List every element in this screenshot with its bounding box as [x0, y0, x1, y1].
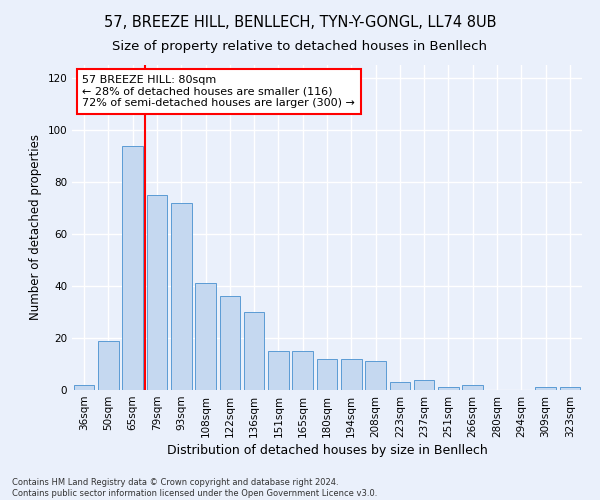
Bar	[268, 351, 289, 390]
X-axis label: Distribution of detached houses by size in Benllech: Distribution of detached houses by size …	[167, 444, 487, 457]
Bar	[146, 195, 167, 390]
Text: 57 BREEZE HILL: 80sqm
← 28% of detached houses are smaller (116)
72% of semi-det: 57 BREEZE HILL: 80sqm ← 28% of detached …	[82, 74, 355, 108]
Text: Contains HM Land Registry data © Crown copyright and database right 2024.
Contai: Contains HM Land Registry data © Crown c…	[12, 478, 377, 498]
Bar	[317, 359, 337, 390]
Bar	[414, 380, 434, 390]
Bar	[463, 385, 483, 390]
Bar	[195, 284, 216, 390]
Bar	[389, 382, 410, 390]
Text: Size of property relative to detached houses in Benllech: Size of property relative to detached ho…	[113, 40, 487, 53]
Text: 57, BREEZE HILL, BENLLECH, TYN-Y-GONGL, LL74 8UB: 57, BREEZE HILL, BENLLECH, TYN-Y-GONGL, …	[104, 15, 496, 30]
Bar	[74, 385, 94, 390]
Bar	[341, 359, 362, 390]
Bar	[122, 146, 143, 390]
Bar	[535, 388, 556, 390]
Bar	[244, 312, 265, 390]
Bar	[292, 351, 313, 390]
Bar	[171, 203, 191, 390]
Y-axis label: Number of detached properties: Number of detached properties	[29, 134, 42, 320]
Bar	[560, 388, 580, 390]
Bar	[220, 296, 240, 390]
Bar	[365, 362, 386, 390]
Bar	[98, 340, 119, 390]
Bar	[438, 388, 459, 390]
